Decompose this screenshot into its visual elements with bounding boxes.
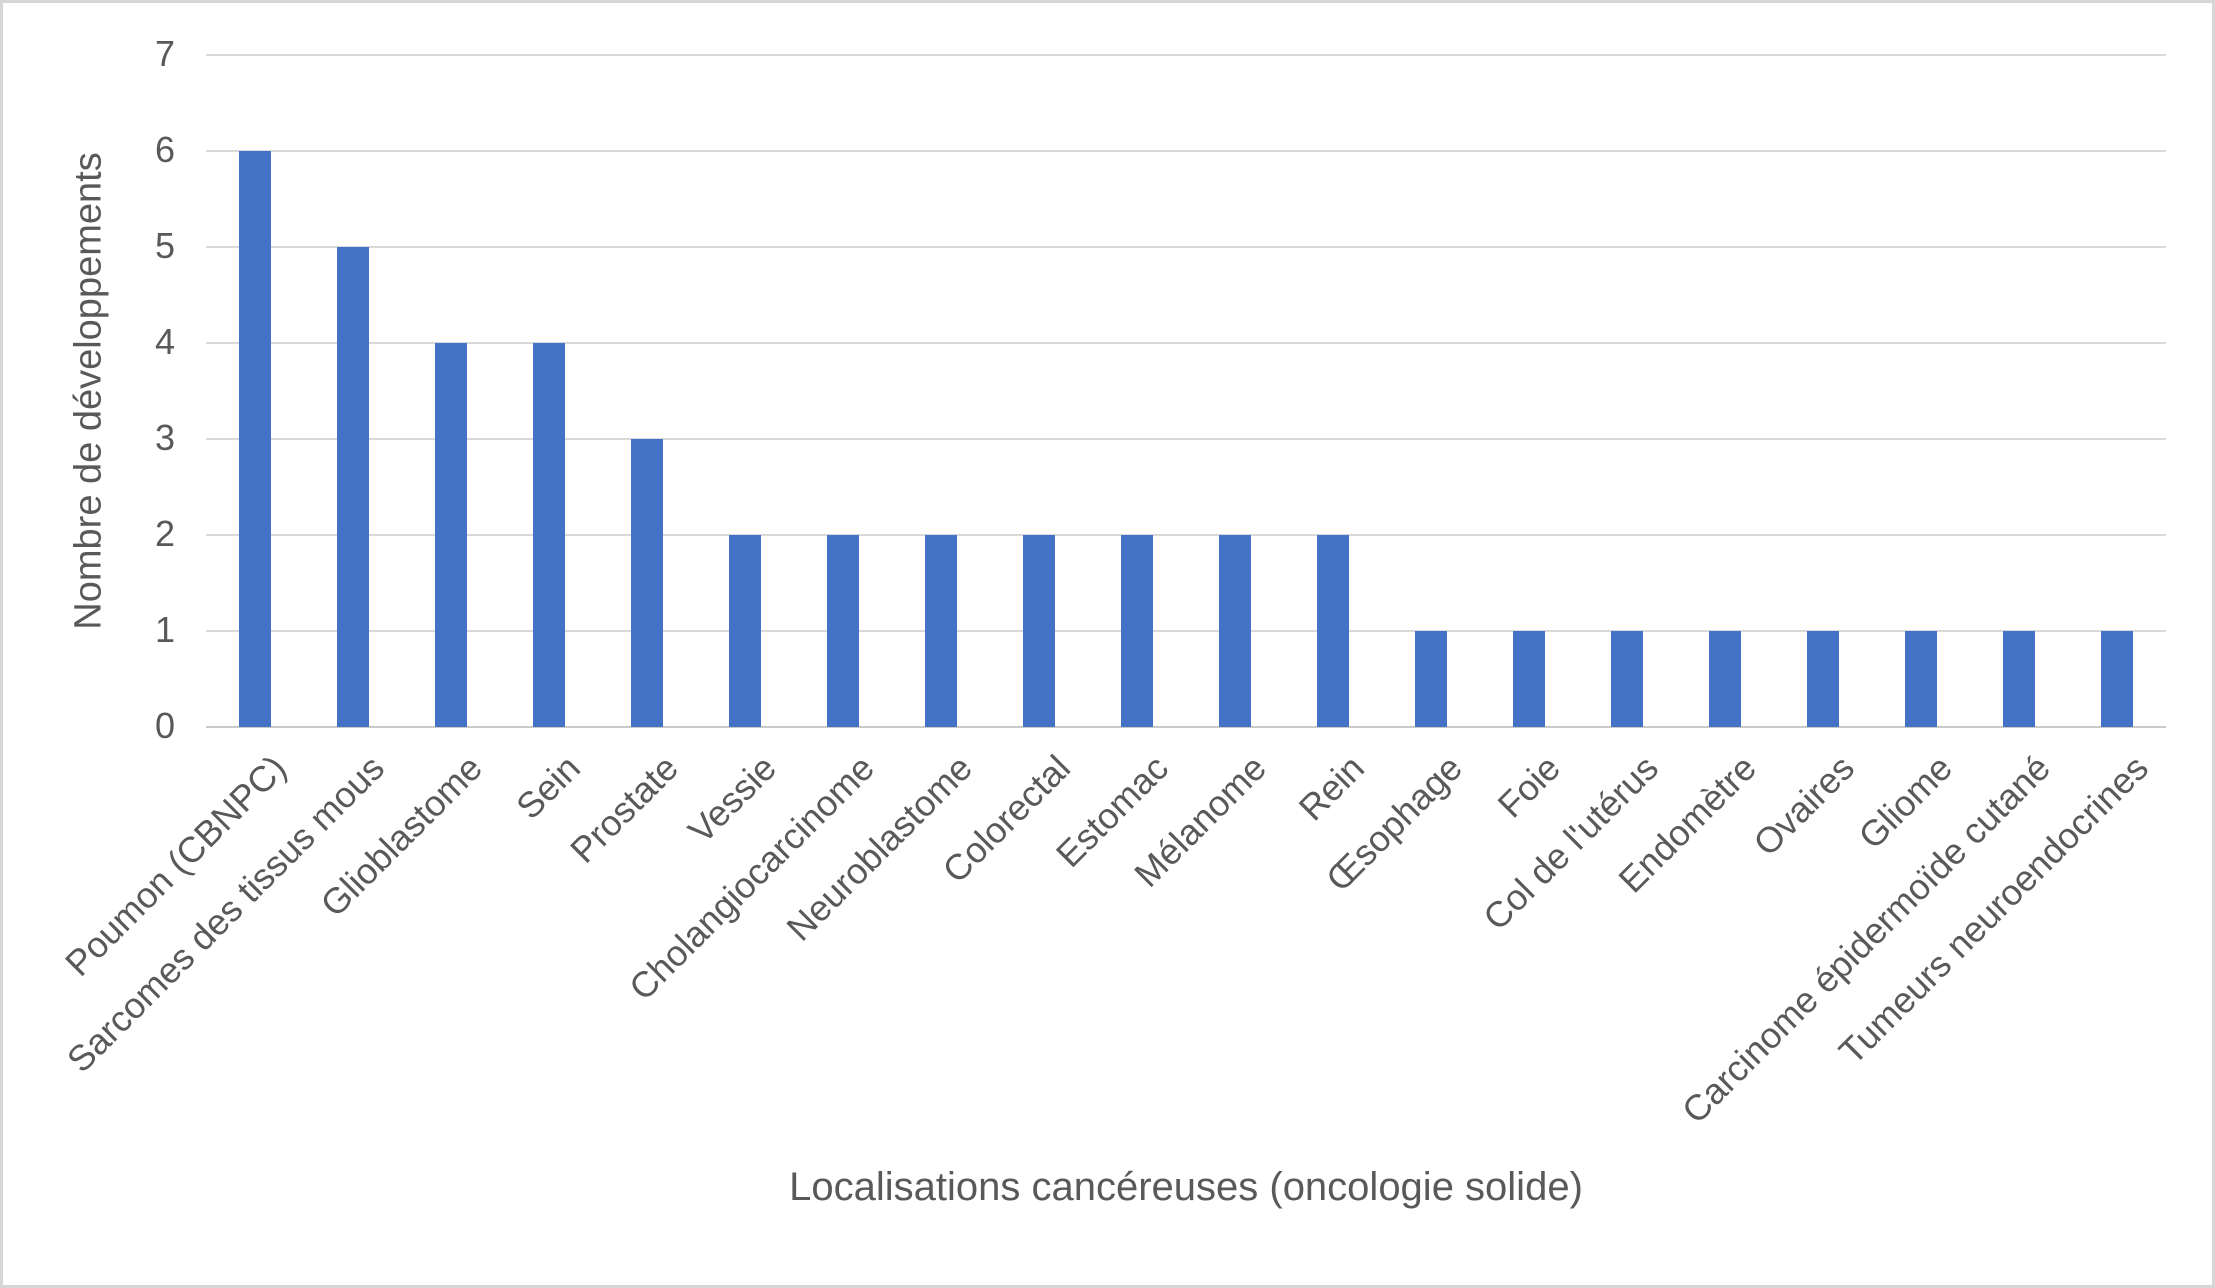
- bar-chart: Nombre de développements Poumon (CBNPC) S…: [3, 3, 2212, 1285]
- gridline: [206, 438, 2166, 440]
- bar: [1219, 535, 1251, 727]
- bar: [435, 343, 467, 727]
- bar: [2003, 631, 2035, 727]
- bar: [827, 535, 859, 727]
- gridline: [206, 54, 2166, 56]
- x-tick-label: Foie: [1489, 747, 1568, 826]
- y-tick-label: 6: [154, 129, 175, 171]
- y-tick-label: 4: [154, 321, 175, 363]
- gridline: [206, 150, 2166, 152]
- y-tick-label: 1: [154, 609, 175, 651]
- bar: [1709, 631, 1741, 727]
- x-tick-label: Ovaires: [1745, 747, 1862, 864]
- bar: [1905, 631, 1937, 727]
- x-axis-title: Localisations cancéreuses (oncologie sol…: [789, 1165, 1583, 1209]
- gridline: [206, 534, 2166, 536]
- bar: [337, 247, 369, 727]
- y-tick-label: 7: [154, 33, 175, 75]
- y-tick-label: 0: [154, 705, 175, 747]
- x-axis: Poumon (CBNPC) Sarcomes des tissus mous Gl…: [57, 741, 2166, 1161]
- y-axis-title: Nombre de développements: [67, 152, 110, 630]
- bar: [1513, 631, 1545, 727]
- bar: [1317, 535, 1349, 727]
- bar: [1415, 631, 1447, 727]
- plot-area: [206, 54, 2166, 728]
- bar: [631, 439, 663, 727]
- gridline: [206, 342, 2166, 344]
- x-tick-label: Sein: [508, 747, 588, 827]
- y-tick-label: 5: [154, 225, 175, 267]
- x-axis-line: [206, 726, 2166, 728]
- bar: [533, 343, 565, 727]
- bar: [925, 535, 957, 727]
- x-tick-label: Rein: [1290, 747, 1372, 829]
- x-tick-label: Prostate: [562, 747, 686, 871]
- bar: [239, 151, 271, 727]
- bar: [729, 535, 761, 727]
- bar: [1023, 535, 1055, 727]
- gridline: [206, 630, 2166, 632]
- bar: [1121, 535, 1153, 727]
- y-tick-label: 2: [154, 513, 175, 555]
- bar: [1611, 631, 1643, 727]
- y-tick-label: 3: [154, 417, 175, 459]
- bar: [2101, 631, 2133, 727]
- bar: [1807, 631, 1839, 727]
- gridline: [206, 246, 2166, 248]
